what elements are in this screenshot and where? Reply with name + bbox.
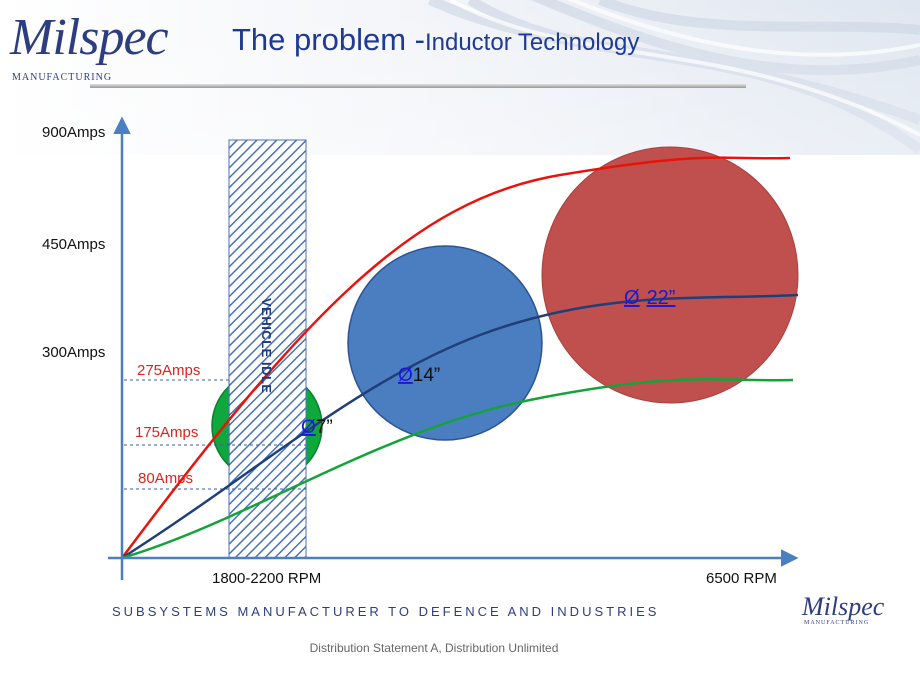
milspec-logo: Milspec MANUFACTURING [10,8,210,88]
diameter-value-22: 22” [647,287,676,309]
y-label-900: 900Amps [42,124,105,141]
diameter-value-14: 14” [413,365,440,386]
inductor-chart: 900Amps 450Amps 300Amps 275Amps 175Amps … [42,116,799,587]
page-title: The problem -Inductor Technology [232,22,639,58]
curve-blue [121,293,799,560]
milspec-logo-small: Milspec MANUFACTURING [802,592,912,632]
distribution-statement: Distribution Statement A, Distribution U… [309,641,559,655]
inductor-label-14: Ø14” [398,365,440,386]
title-divider [90,84,746,88]
x-label-max-rpm: 6500 RPM [706,570,777,587]
curve-red [120,156,791,559]
title-main: The problem - [232,22,425,57]
logo-small-subtext: MANUFACTURING [804,620,870,626]
inductor-label-22: Ø 22” [624,287,675,309]
marker-label-275: 275Amps [137,362,200,379]
logo-subtext: MANUFACTURING [12,72,113,83]
company-tagline: SUBSYSTEMS MANUFACTURER TO DEFENCE AND I… [112,604,660,619]
title-sub: Inductor Technology [424,29,640,56]
header-background [0,0,920,155]
diameter-value-7: 7” [316,417,333,438]
marker-label-80: 80Amps [138,470,193,487]
y-label-450: 450Amps [42,236,105,253]
inductor-circle-22 [541,146,799,404]
vehicle-idle-label: VEHICLE IDLE [259,298,274,394]
logo-small-wordmark: Milspec [802,592,885,621]
diameter-symbol-22: Ø [624,287,640,309]
diameter-symbol-14: Ø [398,365,413,386]
inductor-label-7: Ø7” [301,417,333,438]
y-label-300: 300Amps [42,344,105,361]
curve-green [121,378,794,560]
x-label-idle-rpm: 1800-2200 RPM [212,570,321,587]
marker-label-175: 175Amps [135,424,198,441]
inductor-circle-14 [347,245,543,441]
diameter-symbol-7: Ø [301,417,316,438]
logo-wordmark: Milspec [10,9,169,66]
